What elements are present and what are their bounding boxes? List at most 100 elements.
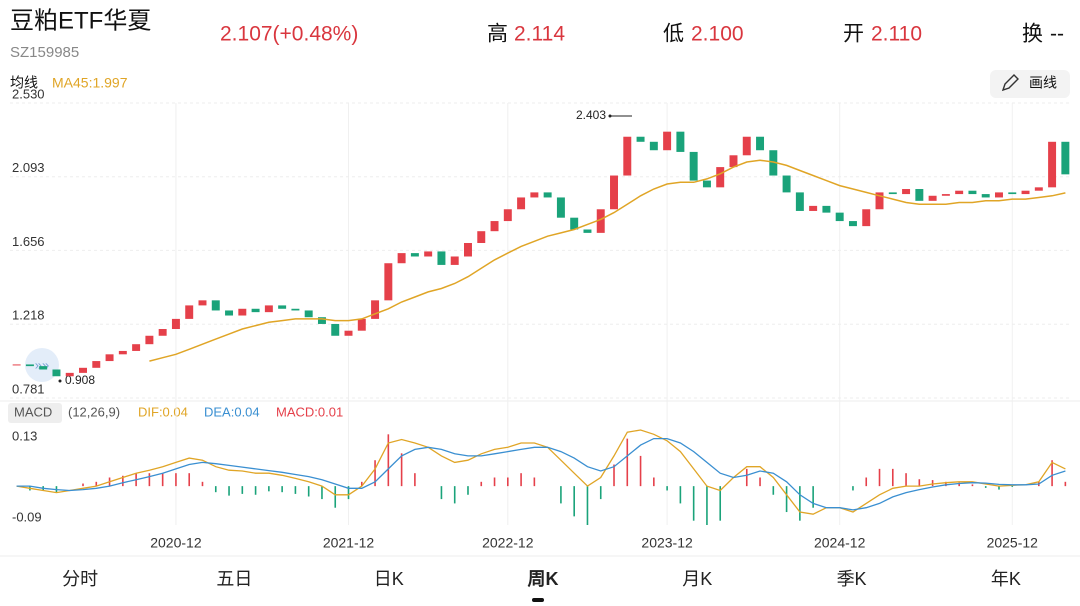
candle xyxy=(437,251,446,265)
y-tick-label: 0.13 xyxy=(12,428,37,443)
candle xyxy=(304,310,313,318)
candle xyxy=(610,175,618,210)
candle xyxy=(862,209,871,227)
high-label: 高 xyxy=(487,23,508,46)
candle xyxy=(52,369,61,377)
tab-label[interactable]: 日K xyxy=(374,569,404,589)
macd-bar xyxy=(1064,481,1067,487)
y-tick-label: 1.656 xyxy=(12,234,45,249)
candle xyxy=(357,318,366,331)
draw-line-button[interactable]: 画线 xyxy=(990,70,1070,98)
macd-bar xyxy=(719,486,722,521)
macd-bar xyxy=(480,481,483,487)
macd-bar xyxy=(772,486,775,495)
candle xyxy=(132,344,141,351)
candle xyxy=(185,305,194,319)
tab-label[interactable]: 季K xyxy=(837,569,867,589)
candle xyxy=(344,330,353,336)
candle xyxy=(835,212,844,222)
macd-bar xyxy=(453,486,456,504)
candle xyxy=(995,192,1003,198)
macd-bar xyxy=(268,486,270,492)
candle xyxy=(317,317,326,324)
macd-bar xyxy=(148,473,151,487)
max-annotation: 2.403 xyxy=(576,108,606,122)
candle xyxy=(795,192,804,211)
macd-bar xyxy=(599,486,602,500)
macd-bar xyxy=(307,486,310,497)
candle xyxy=(902,189,911,195)
candle xyxy=(171,318,180,330)
dif-line xyxy=(16,429,1066,515)
macd-bar xyxy=(759,477,761,487)
candle xyxy=(543,192,552,198)
ma-line xyxy=(149,159,1066,362)
tab-label[interactable]: 分时 xyxy=(62,569,98,589)
candle xyxy=(331,323,340,336)
macd-title: MACD xyxy=(14,404,52,419)
macd-bar xyxy=(122,475,124,487)
macd-bar xyxy=(812,486,814,508)
candle xyxy=(888,192,897,195)
candle xyxy=(198,300,207,306)
fund-code: SZ159985 xyxy=(10,44,79,61)
tab-label[interactable]: 月K xyxy=(682,569,712,589)
macd-bar xyxy=(586,486,589,525)
macd-bar xyxy=(254,486,257,495)
y-tick-label: 0.781 xyxy=(12,381,45,396)
tab-label[interactable]: 五日 xyxy=(216,569,252,589)
x-tick-label: 2022-12 xyxy=(482,535,534,551)
tab-label[interactable]: 年K xyxy=(991,569,1021,589)
macd-bar xyxy=(745,468,748,487)
candle xyxy=(424,251,433,257)
macd-bar xyxy=(507,477,509,487)
candle xyxy=(65,372,74,377)
macd-bar xyxy=(998,486,1000,490)
candle xyxy=(875,192,884,210)
macd-bar xyxy=(799,486,801,521)
candle xyxy=(1061,141,1070,175)
candle xyxy=(676,131,685,152)
candle xyxy=(941,194,950,196)
macd-bar xyxy=(931,480,934,487)
candle xyxy=(39,366,48,370)
turnover-label: 换 xyxy=(1022,23,1043,46)
macd-bar xyxy=(241,486,244,494)
macd-bar xyxy=(533,477,536,487)
macd-bar xyxy=(653,477,655,487)
candle xyxy=(238,308,247,316)
macd-bar xyxy=(971,484,974,487)
active-tab-indicator xyxy=(532,598,544,602)
macd-bar xyxy=(918,479,921,487)
macd-bar xyxy=(679,486,682,504)
macd-bar xyxy=(560,486,562,504)
y-tick-label: 2.093 xyxy=(12,160,45,175)
macd-bar xyxy=(1051,460,1053,487)
open-value: 2.110 xyxy=(871,23,922,46)
macd-bar xyxy=(321,486,323,500)
candle xyxy=(410,253,419,257)
macd-bar xyxy=(626,438,629,487)
candle xyxy=(503,209,512,222)
macd-bar xyxy=(440,486,443,500)
low-label: 低 xyxy=(663,23,684,46)
candle xyxy=(158,329,167,336)
candle xyxy=(211,300,220,311)
low-value: 2.100 xyxy=(691,23,744,46)
macd-bar xyxy=(387,434,390,487)
candle xyxy=(105,354,114,362)
expand-handle[interactable] xyxy=(25,348,59,382)
macd-bar xyxy=(360,481,363,487)
macd-bar xyxy=(214,486,217,493)
candle xyxy=(291,308,300,311)
tab-label[interactable]: 周K xyxy=(528,569,559,589)
ma-legend-title: 均线 xyxy=(10,75,38,91)
last-price: 2.107(+0.48%) xyxy=(220,23,358,46)
candle xyxy=(955,190,964,195)
candle xyxy=(570,217,579,230)
candle xyxy=(530,192,539,198)
macd-bar xyxy=(414,473,416,487)
candle xyxy=(649,141,658,151)
y-tick-label: 1.218 xyxy=(12,308,45,323)
candle xyxy=(225,310,234,316)
